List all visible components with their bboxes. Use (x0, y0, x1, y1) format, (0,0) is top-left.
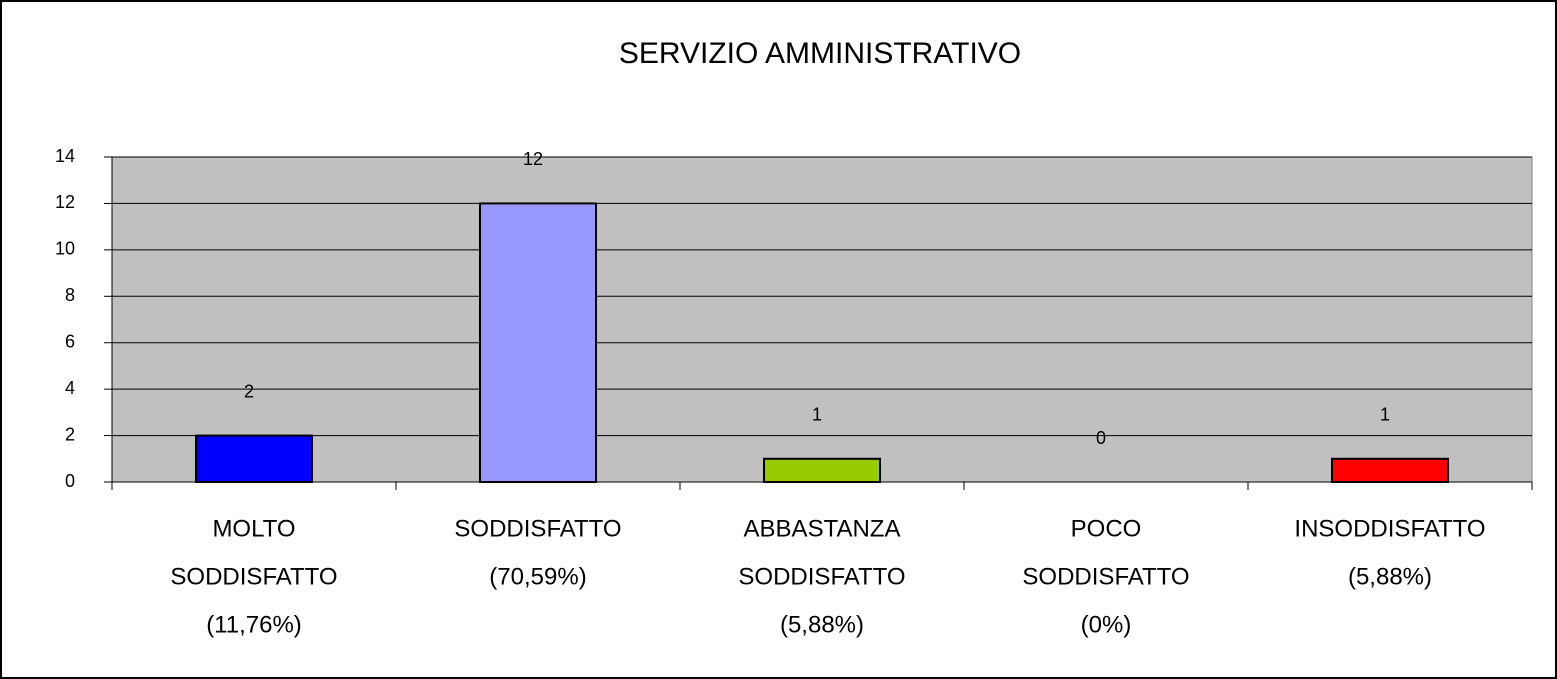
value-label: 1 (812, 405, 822, 425)
x-tick-label: ABBASTANZA (744, 515, 901, 542)
y-tick-label: 2 (65, 424, 75, 444)
bar (195, 434, 313, 484)
x-tick-label: INSODDISFATTO (1294, 515, 1485, 542)
y-tick-label: 14 (55, 146, 75, 166)
y-tick-label: 12 (55, 192, 75, 212)
x-tick-label: (5,88%) (1348, 563, 1432, 590)
bar (1331, 457, 1449, 483)
y-tick-label: 0 (65, 471, 75, 491)
x-tick-label: (5,88%) (780, 611, 864, 638)
bar (479, 202, 597, 484)
x-tick-label: SODDISFATTO (170, 563, 337, 590)
y-tick-label: 4 (65, 378, 75, 398)
x-tick-label: POCO (1071, 515, 1142, 542)
plot-area (111, 156, 1533, 483)
x-tick-label: (0%) (1081, 611, 1132, 638)
value-label: 1 (1380, 405, 1390, 425)
x-tick-label: (11,76%) (206, 611, 302, 638)
x-tick-label: MOLTO (212, 515, 295, 542)
y-tick-label: 10 (55, 239, 75, 259)
value-label: 12 (523, 149, 543, 169)
value-label: 2 (244, 381, 254, 401)
chart-title: SERVIZIO AMMINISTRATIVO (619, 37, 1021, 70)
x-tick-label: SODDISFATTO (1022, 563, 1189, 590)
y-tick-label: 8 (65, 285, 75, 305)
y-tick-label: 6 (65, 331, 75, 351)
value-label: 0 (1096, 428, 1106, 448)
x-tick-label: (70,59%) (489, 563, 586, 590)
bar (763, 457, 881, 483)
x-tick-label: SODDISFATTO (454, 515, 621, 542)
x-tick-label: SODDISFATTO (738, 563, 905, 590)
